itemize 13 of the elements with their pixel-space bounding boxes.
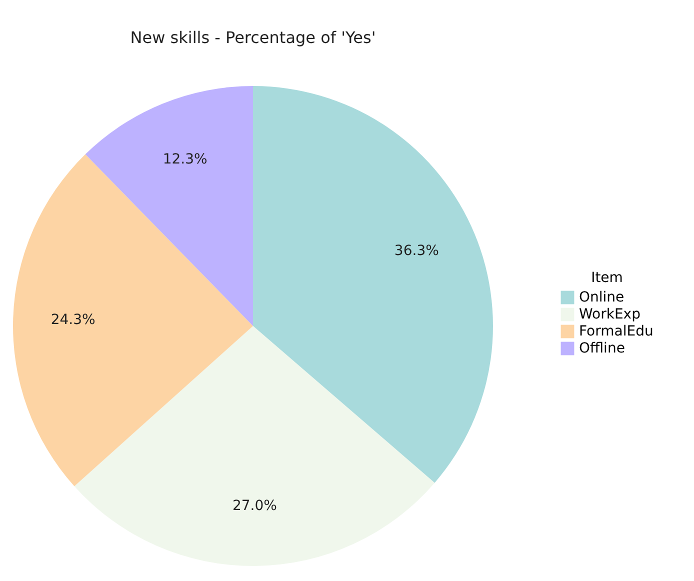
pie-slice xyxy=(253,86,493,483)
data-label: 24.3% xyxy=(50,312,96,328)
chart-title: New skills - Percentage of 'Yes' xyxy=(130,28,376,47)
legend-label: FormalEdu xyxy=(579,324,654,340)
legend-label: Online xyxy=(579,290,624,306)
legend-label: Offline xyxy=(579,340,625,356)
data-label: 12.3% xyxy=(162,151,208,168)
data-label: 36.3% xyxy=(394,243,439,260)
legend-label: WorkExp xyxy=(579,306,641,322)
pie-slice xyxy=(74,326,435,566)
pie-slice xyxy=(13,154,253,486)
data-label: 27.0% xyxy=(232,498,277,514)
legend-title: Item xyxy=(591,270,623,286)
